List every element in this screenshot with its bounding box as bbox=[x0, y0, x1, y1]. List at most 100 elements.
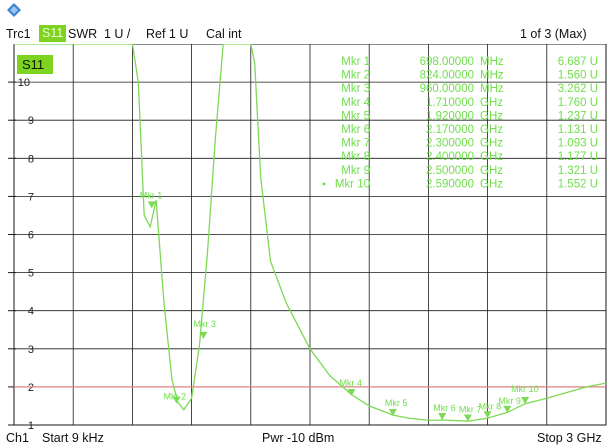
marker-value: 1.131 U bbox=[558, 124, 598, 136]
marker-value: 1.093 U bbox=[558, 138, 598, 150]
marker-label[interactable]: Mkr 5 bbox=[385, 398, 408, 408]
marker-triangle[interactable] bbox=[503, 405, 512, 413]
marker-triangle[interactable] bbox=[463, 414, 472, 422]
y-tick-label: 3 bbox=[28, 344, 34, 356]
trace-header: Trc1 S11 SWR 1 U / Ref 1 U Cal int 1 of … bbox=[0, 24, 616, 44]
marker-triangle[interactable] bbox=[347, 389, 356, 397]
trace-label: S11 bbox=[22, 57, 44, 72]
marker-info-table: Mkr 1 698.00000 MHz 6.687 U Mkr 2 824.00000 MH… bbox=[322, 56, 598, 190]
marker-value: 1.237 U bbox=[558, 110, 598, 122]
marker-unit: MHz bbox=[480, 56, 504, 68]
marker-name: Mkr 10 bbox=[335, 178, 370, 190]
marker-value: 1.321 U bbox=[558, 165, 598, 177]
marker-frequency: 2.400000 bbox=[426, 151, 474, 163]
marker-frequency: 960.00000 bbox=[420, 83, 474, 95]
marker-unit: MHz bbox=[480, 70, 504, 82]
marker-triangle[interactable] bbox=[172, 396, 181, 404]
marker-table-row: Mkr 7 2.300000 GHz 1.093 U bbox=[341, 138, 598, 150]
marker-name: Mkr 6 bbox=[341, 124, 370, 136]
marker-triangle[interactable] bbox=[483, 411, 492, 419]
marker-label[interactable]: Mkr 2 bbox=[164, 392, 187, 402]
marker-table-row: Mkr 2 824.00000 MHz 1.560 U bbox=[341, 70, 598, 82]
marker-unit: GHz bbox=[480, 178, 503, 190]
marker-triangle[interactable] bbox=[521, 396, 530, 404]
marker-label[interactable]: Mkr 3 bbox=[193, 319, 216, 329]
s-parameter-badge[interactable]: S11 bbox=[39, 25, 67, 42]
marker-table-row: Mkr 3 960.00000 MHz 3.262 U bbox=[341, 83, 598, 95]
marker-label[interactable]: Mkr 4 bbox=[339, 378, 362, 388]
channel-footer: Ch1 Start 9 kHz Pwr -10 dBm Stop 3 GHz bbox=[0, 430, 616, 448]
page-indicator: 1 of 3 (Max) bbox=[520, 27, 587, 41]
reference-label: Ref 1 U bbox=[146, 27, 189, 41]
format-label: SWR bbox=[68, 27, 98, 41]
marker-label[interactable]: Mkr 8 bbox=[479, 401, 502, 411]
marker-value: 1.560 U bbox=[558, 70, 598, 82]
marker-name: Mkr 3 bbox=[341, 83, 370, 95]
marker-value: 1.177 U bbox=[558, 151, 598, 163]
y-tick-label: 2 bbox=[28, 382, 34, 394]
marker-table-row: Mkr 1 698.00000 MHz 6.687 U bbox=[341, 56, 598, 68]
marker-name: Mkr 8 bbox=[341, 151, 370, 163]
start-frequency[interactable]: Start 9 kHz bbox=[42, 431, 104, 445]
marker-value: 3.262 U bbox=[558, 83, 598, 95]
marker-value: 1.552 U bbox=[558, 178, 598, 190]
trace-name[interactable]: Trc1 bbox=[6, 27, 31, 41]
marker-frequency: 2.500000 bbox=[426, 165, 474, 177]
marker-table-row: Mkr 4 1.710000 GHz 1.760 U bbox=[341, 97, 598, 109]
marker-frequency: 2.300000 bbox=[426, 138, 474, 150]
grid bbox=[13, 44, 607, 426]
marker-label[interactable]: Mkr 9 bbox=[498, 396, 520, 406]
marker-table-row: Mkr 9 2.500000 GHz 1.321 U bbox=[341, 165, 598, 177]
marker-name: Mkr 7 bbox=[341, 138, 370, 150]
marker-unit: GHz bbox=[480, 97, 503, 109]
marker-frequency: 2.170000 bbox=[426, 124, 474, 136]
marker-unit: GHz bbox=[480, 110, 503, 122]
marker-table-row: Mkr 6 2.170000 GHz 1.131 U bbox=[341, 124, 598, 136]
marker-frequency: 1.710000 bbox=[426, 97, 474, 109]
marker-unit: GHz bbox=[480, 138, 503, 150]
y-tick-label: 7 bbox=[28, 191, 34, 203]
marker-triangle[interactable] bbox=[438, 413, 447, 421]
marker-label[interactable]: Mkr 10 bbox=[511, 384, 539, 394]
y-tick-label: 4 bbox=[28, 306, 34, 318]
marker-value: 1.760 U bbox=[558, 97, 598, 109]
marker-frequency: 824.00000 bbox=[420, 70, 474, 82]
marker-name: Mkr 9 bbox=[341, 165, 370, 177]
calibration-label: Cal int bbox=[206, 27, 242, 41]
marker-triangle[interactable] bbox=[388, 408, 397, 416]
marker-name: Mkr 1 bbox=[341, 56, 370, 68]
marker-unit: GHz bbox=[480, 165, 503, 177]
y-tick-label: 5 bbox=[28, 268, 34, 280]
stop-frequency[interactable]: Stop 3 GHz bbox=[537, 431, 602, 445]
marker-unit: GHz bbox=[480, 124, 503, 136]
scale-label: 1 U / bbox=[104, 27, 131, 41]
marker-triangle[interactable] bbox=[199, 331, 208, 339]
marker-frequency: 2.590000 bbox=[426, 178, 474, 190]
trace-line bbox=[14, 44, 607, 422]
marker-triangle[interactable] bbox=[147, 201, 156, 209]
swr-trace bbox=[14, 44, 607, 422]
marker-name: Mkr 5 bbox=[341, 110, 370, 122]
y-tick-label: 1 bbox=[28, 420, 34, 430]
marker-value: 6.687 U bbox=[558, 56, 598, 68]
y-tick-label: 8 bbox=[28, 153, 34, 165]
marker-label[interactable]: Mkr 6 bbox=[433, 403, 456, 413]
channel-label: Ch1 bbox=[6, 431, 29, 445]
marker-name: Mkr 2 bbox=[341, 70, 370, 82]
marker-table-row: • Mkr 10 2.590000 GHz 1.552 U bbox=[322, 178, 598, 190]
y-tick-label: 6 bbox=[28, 230, 34, 242]
marker-unit: MHz bbox=[480, 83, 504, 95]
marker-frequency: 1.920000 bbox=[426, 110, 474, 122]
trace-label-badge bbox=[17, 55, 53, 74]
marker-table-row: Mkr 5 1.920000 GHz 1.237 U bbox=[341, 110, 598, 122]
marker-frequency: 698.00000 bbox=[420, 56, 474, 68]
active-marker-dot: • bbox=[322, 178, 326, 190]
power-label[interactable]: Pwr -10 dBm bbox=[262, 431, 335, 445]
rohde-schwarz-logo-icon bbox=[7, 3, 21, 17]
marker-label[interactable]: Mkr 7 bbox=[459, 404, 482, 414]
marker-label[interactable]: Mkr 1 bbox=[140, 190, 163, 200]
marker-table-row: Mkr 8 2.400000 GHz 1.177 U bbox=[341, 151, 598, 163]
marker-unit: GHz bbox=[480, 151, 503, 163]
